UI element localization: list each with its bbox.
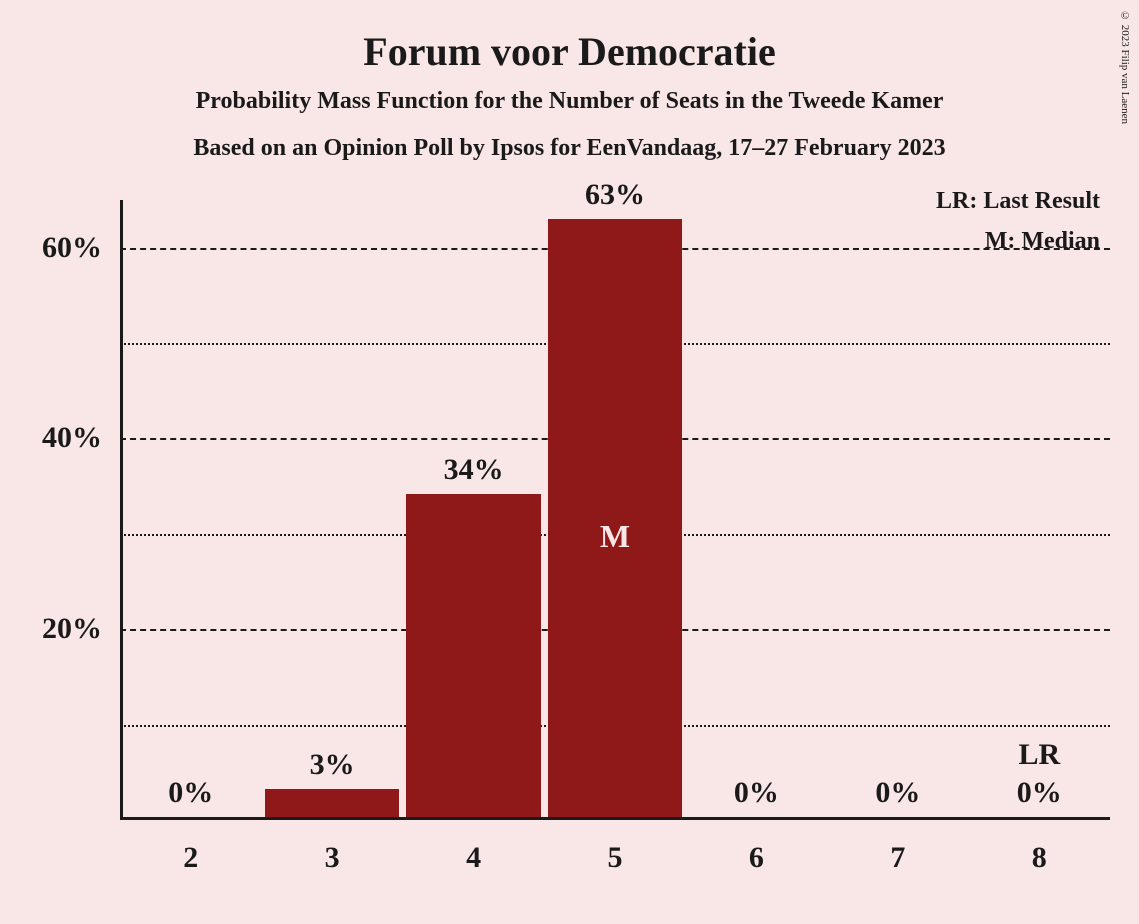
bar-value-label: 0% — [1017, 776, 1062, 810]
chart-subtitle-2: Based on an Opinion Poll by Ipsos for Ee… — [0, 135, 1139, 162]
y-axis — [120, 200, 123, 820]
y-tick-label: 60% — [0, 231, 102, 265]
legend-lr: LR: Last Result — [936, 188, 1100, 215]
y-tick-label: 20% — [0, 612, 102, 646]
bar-value-label: 34% — [444, 453, 504, 487]
bar-value-label: 0% — [734, 776, 779, 810]
copyright-text: © 2023 Filip van Laenen — [1119, 10, 1131, 124]
median-marker: M — [600, 518, 630, 555]
last-result-marker: LR — [1018, 738, 1060, 772]
bar-value-label: 0% — [168, 776, 213, 810]
x-tick-label: 7 — [890, 841, 905, 875]
x-tick-label: 3 — [325, 841, 340, 875]
chart-title: Forum voor Democratie — [0, 28, 1139, 75]
bar — [265, 789, 399, 817]
x-tick-label: 2 — [183, 841, 198, 875]
x-tick-label: 5 — [608, 841, 623, 875]
legend-m: M: Median — [985, 228, 1100, 255]
bar — [406, 494, 540, 817]
bar-value-label: 63% — [585, 178, 645, 212]
x-axis — [120, 817, 1110, 820]
bar-value-label: 0% — [875, 776, 920, 810]
y-tick-label: 40% — [0, 421, 102, 455]
bar-value-label: 3% — [310, 748, 355, 782]
chart-plot-area: 0%3%34%63%M0%0%0%LR 2345678 LR: Last Res… — [120, 200, 1110, 820]
x-tick-label: 6 — [749, 841, 764, 875]
x-tick-label: 8 — [1032, 841, 1047, 875]
x-tick-label: 4 — [466, 841, 481, 875]
chart-subtitle-1: Probability Mass Function for the Number… — [0, 88, 1139, 115]
